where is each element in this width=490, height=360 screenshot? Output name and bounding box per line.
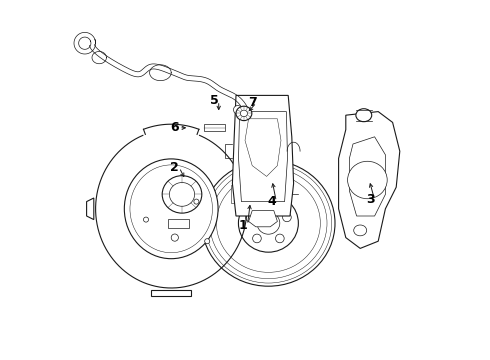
Text: 6: 6 [171,121,179,134]
Ellipse shape [202,160,335,286]
Polygon shape [232,95,294,216]
Text: 1: 1 [239,219,247,231]
Circle shape [245,213,254,222]
Ellipse shape [257,212,280,234]
Polygon shape [204,124,225,131]
Text: 4: 4 [268,195,276,208]
Text: 7: 7 [248,96,257,109]
Circle shape [194,199,199,204]
Polygon shape [231,185,242,203]
Ellipse shape [347,161,387,199]
Circle shape [275,234,284,243]
Ellipse shape [356,109,372,122]
Text: 3: 3 [366,193,374,206]
Text: 5: 5 [210,94,219,107]
Circle shape [283,213,291,222]
Polygon shape [87,198,94,220]
Ellipse shape [162,176,202,213]
Circle shape [144,217,148,222]
Polygon shape [248,211,277,227]
Polygon shape [339,112,400,248]
Polygon shape [151,290,191,296]
Ellipse shape [124,159,218,259]
Circle shape [233,105,242,114]
Circle shape [264,200,273,209]
Circle shape [253,234,261,243]
Ellipse shape [239,194,298,252]
Text: 2: 2 [171,161,179,174]
Circle shape [205,239,210,244]
Polygon shape [248,187,257,216]
Ellipse shape [170,183,195,206]
Circle shape [171,234,178,241]
Ellipse shape [354,225,367,236]
Polygon shape [349,137,386,216]
Polygon shape [239,112,288,202]
Ellipse shape [240,110,247,117]
Polygon shape [168,219,189,228]
Polygon shape [245,119,281,176]
Ellipse shape [236,106,252,121]
